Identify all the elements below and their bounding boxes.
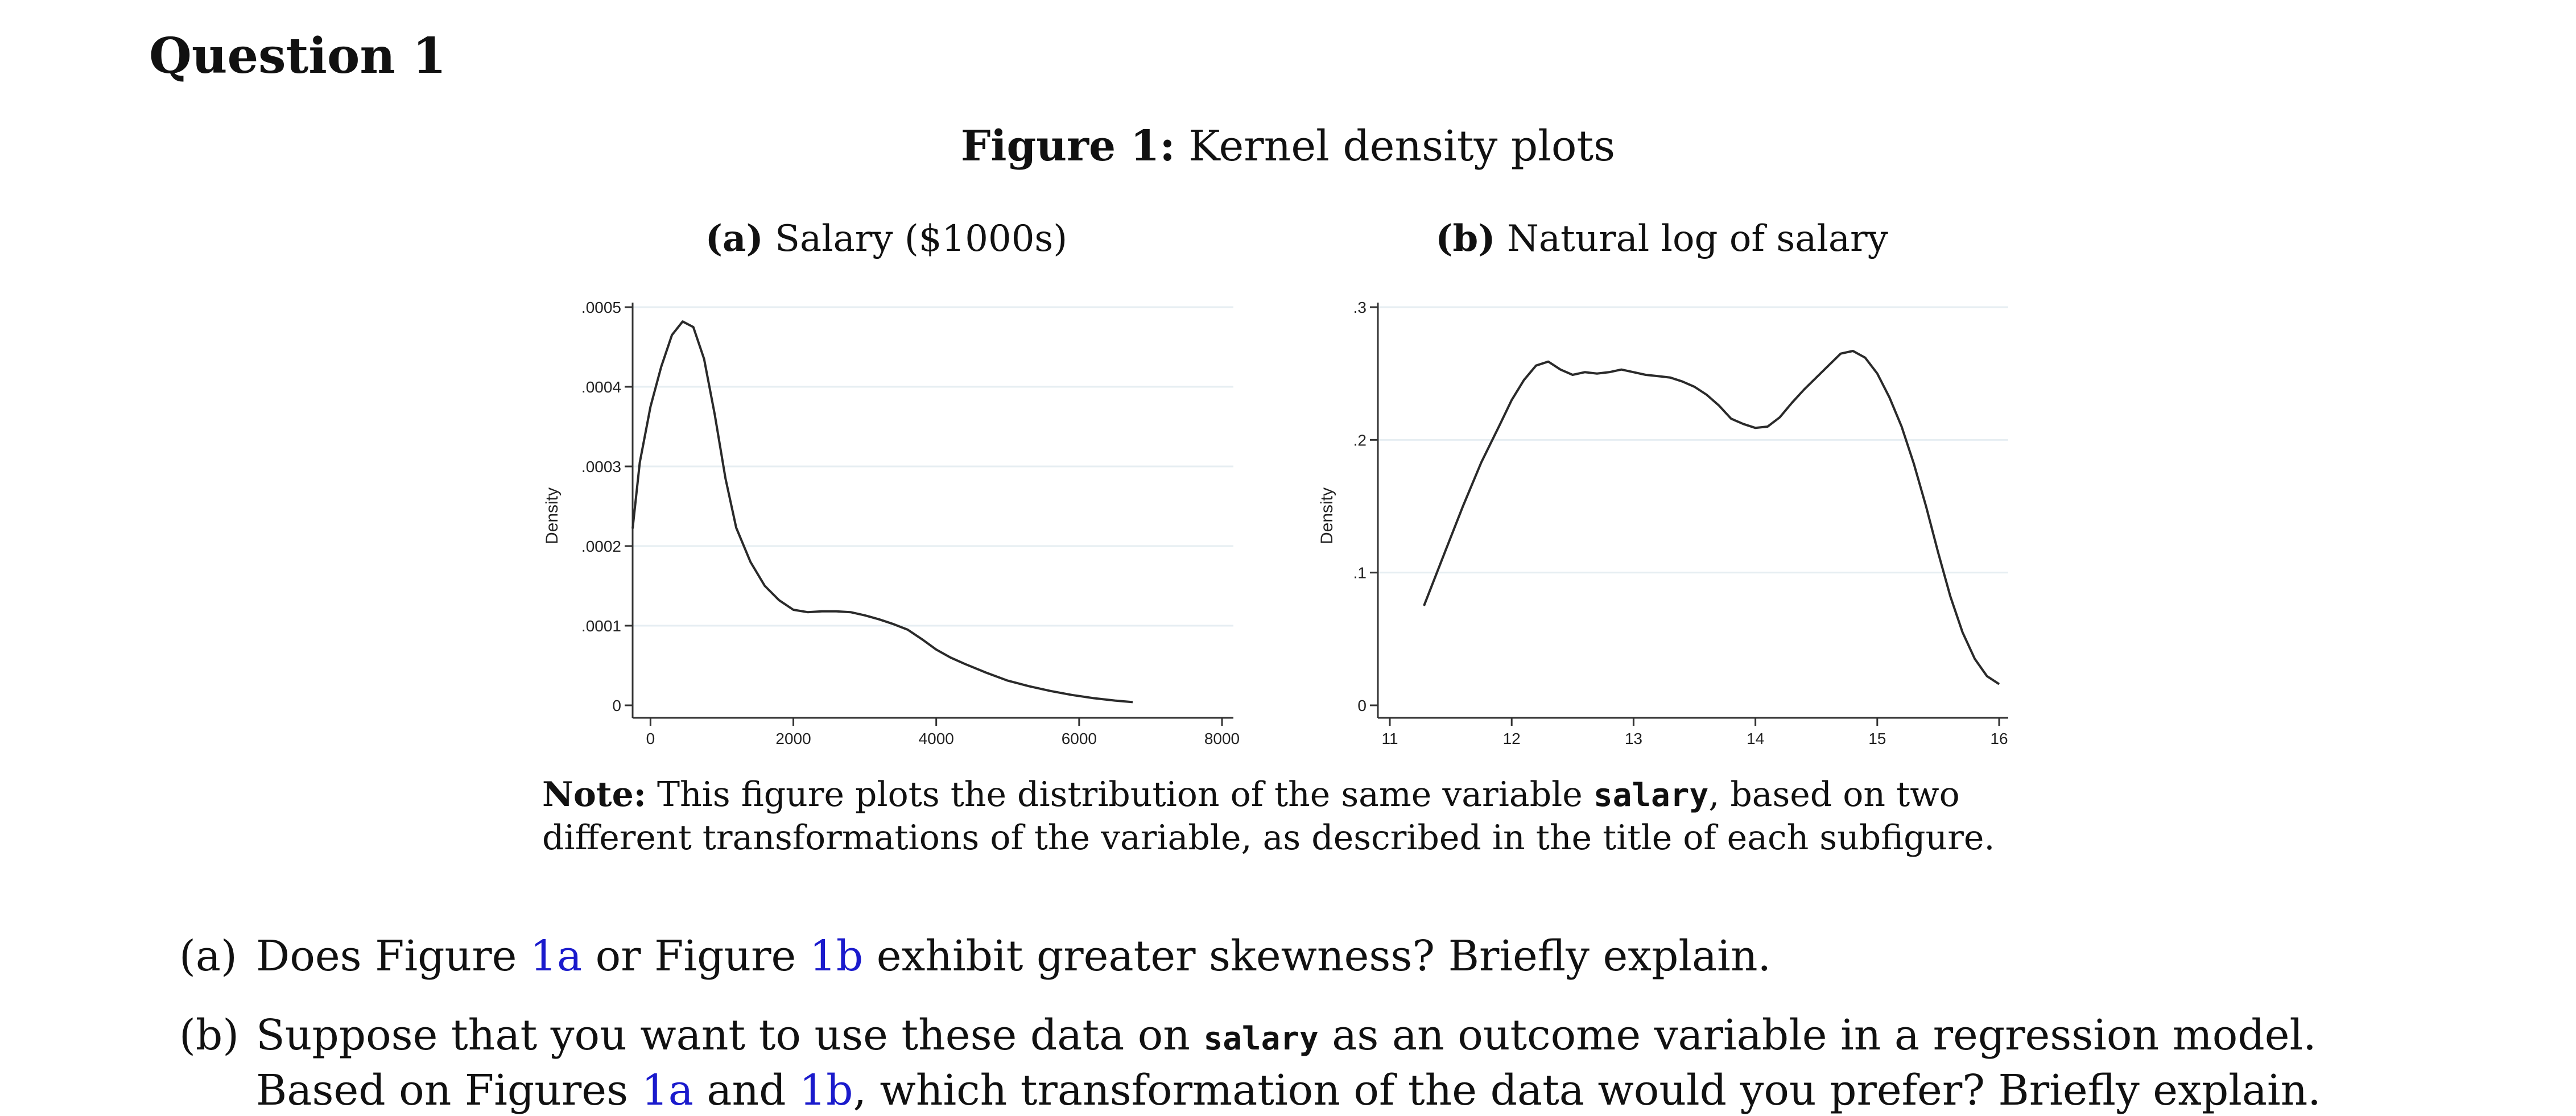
question-heading: Question 1	[149, 27, 447, 85]
chart-b-y-axis-title: Density	[1318, 487, 1336, 544]
note-text-before: This figure plots the distribution of th…	[646, 775, 1594, 815]
subfigure-b-label: (b)	[1435, 217, 1496, 260]
chart-b-x-tick-label: 16	[1990, 730, 2008, 747]
chart-b-x-tick-label: 15	[1868, 730, 1886, 747]
chart-a-x-tick-label: 2000	[775, 730, 811, 747]
question-b-text-3: and	[693, 1066, 800, 1115]
figure-1b-link[interactable]: 1b	[799, 1066, 853, 1115]
question-a-text: Does Figure 1a or Figure 1b exhibit grea…	[256, 931, 1771, 982]
figure-caption-text: Kernel density plots	[1175, 122, 1616, 171]
subfigure-b-caption: (b) Natural log of salary	[1435, 217, 1888, 260]
subfigure-a-title: Salary ($1000s)	[763, 218, 1068, 260]
question-a: (a) Does Figure 1a or Figure 1b exhibit …	[179, 931, 1771, 982]
chart-b-density-line	[1423, 350, 2000, 685]
question-b: (b) Suppose that you want to use these d…	[179, 1010, 2455, 1116]
chart-b-x-tick-label: 14	[1747, 730, 1764, 747]
question-b-label: (b)	[179, 1011, 240, 1060]
chart-b-x-tick-label: 13	[1625, 730, 1642, 747]
figure-caption-label: Figure 1:	[960, 122, 1175, 171]
chart-a-x-tick-label: 0	[646, 730, 655, 747]
question-a-text-2: or Figure	[582, 932, 810, 981]
question-a-label: (a)	[179, 932, 237, 981]
chart-a-salary: 0 .0001 .0002 .0003 .0004 .0005 0 2000 4000 6000 8…	[543, 299, 1240, 747]
chart-a-y-tick-label: .0004	[581, 378, 621, 396]
chart-b-x-tick-label: 11	[1381, 730, 1398, 747]
note-text-after: , based on two different transformations…	[542, 775, 1995, 858]
chart-a-y-axis-title: Density	[543, 487, 562, 544]
figure-caption: Figure 1: Kernel density plots	[0, 122, 2576, 171]
subfigure-a-caption: (a) Salary ($1000s)	[705, 217, 1067, 260]
chart-a-density-line	[631, 320, 1133, 704]
chart-a-x-tick-label: 4000	[919, 730, 954, 747]
chart-b-x-tick-label: 12	[1503, 730, 1521, 747]
chart-b-y-tick-label: .2	[1353, 431, 1367, 449]
chart-a-y-tick-label: .0002	[581, 538, 621, 555]
chart-a-y-tick-label: .0005	[581, 299, 621, 316]
note-label: Note:	[542, 775, 646, 815]
chart-b-log-salary: 0 .1 .2 .3 11 12 13 14 15 16 Density	[1318, 299, 2008, 747]
chart-a-x-tick-label: 6000	[1062, 730, 1097, 747]
figure-1b-link[interactable]: 1b	[809, 932, 864, 981]
question-b-text-4: , which transformation of the data would…	[853, 1066, 2321, 1115]
figure-note: Note: This figure plots the distribution…	[542, 774, 2033, 859]
note-variable: salary	[1593, 777, 1709, 814]
chart-a-y-tick-label: .0003	[581, 458, 621, 476]
question-b-variable: salary	[1203, 1020, 1319, 1057]
question-b-text-2: as an outcome variable in a regression m…	[256, 1011, 2317, 1115]
question-b-text: Suppose that you want to use these data …	[256, 1010, 2455, 1116]
chart-b-y-tick-label: 0	[1357, 697, 1367, 714]
chart-b-y-tick-label: .1	[1353, 564, 1367, 582]
subfigure-a-label: (a)	[705, 217, 763, 260]
question-a-text-3: exhibit greater skewness? Briefly explai…	[863, 932, 1771, 981]
chart-a-y-tick-label: .0001	[581, 617, 621, 635]
question-a-text-1: Does Figure	[256, 932, 530, 981]
figure-1a-link[interactable]: 1a	[641, 1066, 693, 1115]
chart-a-x-tick-label: 8000	[1204, 730, 1240, 747]
chart-b-y-tick-label: .3	[1353, 299, 1367, 316]
chart-a-y-tick-label: 0	[612, 697, 621, 714]
figure-1a-link[interactable]: 1a	[530, 932, 583, 981]
subfigure-b-title: Natural log of salary	[1495, 218, 1888, 260]
question-b-text-1: Suppose that you want to use these data …	[256, 1011, 1204, 1060]
